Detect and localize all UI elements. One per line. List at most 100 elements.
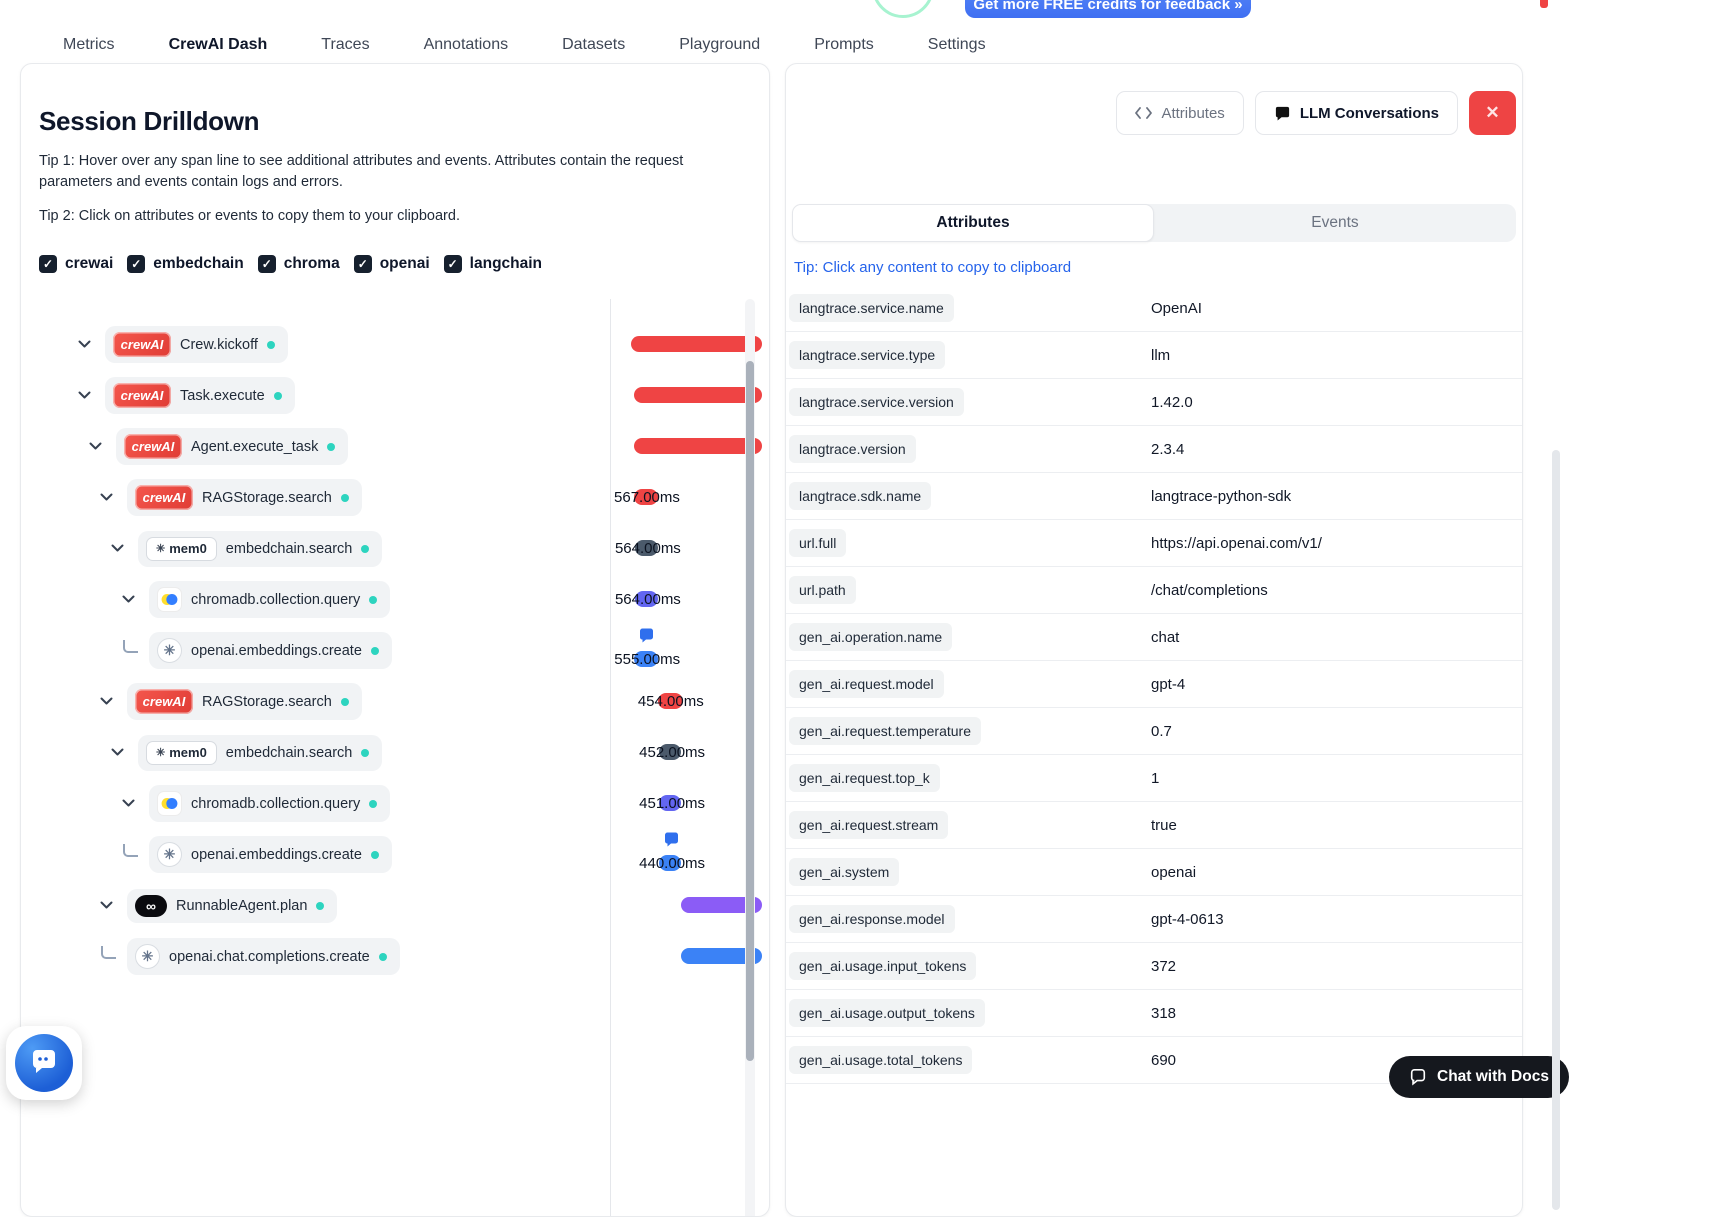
chevron-down-icon[interactable]: [78, 391, 92, 401]
attribute-value[interactable]: openai: [1151, 863, 1197, 881]
tab-settings[interactable]: Settings: [912, 36, 1002, 69]
tab-playground[interactable]: Playground: [663, 36, 776, 69]
attribute-key[interactable]: gen_ai.usage.input_tokens: [789, 952, 977, 980]
attribute-value[interactable]: 0.7: [1151, 722, 1172, 740]
filter-langchain[interactable]: ✓ langchain: [443, 255, 542, 274]
attribute-row-langtrace-sdk-name[interactable]: langtrace.sdk.name langtrace-python-sdk: [786, 473, 1522, 520]
attribute-row-gen-ai-usage-total-tokens[interactable]: gen_ai.usage.total_tokens 690: [786, 1037, 1522, 1084]
attribute-value[interactable]: gpt-4: [1151, 675, 1186, 693]
details-tab-events[interactable]: Events: [1154, 204, 1516, 242]
checkbox-checked-icon[interactable]: ✓: [39, 255, 57, 274]
span-duration-bar[interactable]: [634, 651, 658, 668]
attribute-row-url-path[interactable]: url.path/chat/completions: [786, 567, 1522, 614]
llm-conversations-button[interactable]: LLM Conversations: [1254, 91, 1458, 135]
span-pill[interactable]: crewAI Crew.kickoff: [105, 326, 288, 364]
attribute-value[interactable]: 372: [1151, 957, 1177, 975]
attribute-value[interactable]: chat: [1151, 628, 1180, 646]
attribute-key[interactable]: url.full: [789, 529, 847, 557]
span-pill[interactable]: crewAI RAGStorage.search: [127, 479, 362, 517]
attribute-row-langtrace-version[interactable]: langtrace.version 2.3.4: [786, 426, 1522, 473]
chat-with-docs-button[interactable]: Chat with Docs: [1389, 1056, 1569, 1098]
span-pill[interactable]: ✳ mem0 embedchain.search: [138, 530, 383, 567]
span-duration-bar[interactable]: [633, 387, 762, 404]
attribute-value[interactable]: llm: [1151, 346, 1171, 364]
span-row-chromadb-collection-query[interactable]: chromadb.collection.query 564.00ms: [21, 576, 769, 623]
attribute-key[interactable]: langtrace.sdk.name: [789, 482, 932, 510]
span-pill[interactable]: ✳ openai.embeddings.create: [149, 836, 392, 874]
span-pill[interactable]: ✳ openai.chat.completions.create: [127, 938, 400, 976]
span-pill[interactable]: crewAI Task.execute: [105, 377, 295, 415]
attribute-key[interactable]: url.path: [789, 576, 856, 604]
span-row-chromadb-collection-query[interactable]: chromadb.collection.query 451.00ms: [21, 780, 769, 827]
filter-chroma[interactable]: ✓ chroma: [257, 255, 340, 274]
attribute-row-gen-ai-request-top-k[interactable]: gen_ai.request.top_k 1: [786, 755, 1522, 802]
span-row-runnableagent-plan[interactable]: ∞ RunnableAgent.plan: [21, 882, 769, 929]
attribute-value[interactable]: 690: [1151, 1051, 1177, 1069]
span-pill[interactable]: chromadb.collection.query: [149, 785, 391, 823]
span-row-embedchain-search[interactable]: ✳ mem0 embedchain.search 452.00ms: [21, 729, 769, 776]
chevron-down-icon[interactable]: [89, 442, 103, 452]
attribute-row-gen-ai-request-temperature[interactable]: gen_ai.request.temperature 0.7: [786, 708, 1522, 755]
attribute-key[interactable]: gen_ai.request.stream: [789, 811, 949, 839]
attribute-key[interactable]: langtrace.version: [789, 435, 916, 463]
tab-datasets[interactable]: Datasets: [546, 36, 641, 69]
span-pill[interactable]: ✳ mem0 embedchain.search: [138, 734, 383, 771]
attribute-row-langtrace-service-version[interactable]: langtrace.service.version 1.42.0: [786, 379, 1522, 426]
attribute-row-langtrace-service-type[interactable]: langtrace.service.type llm: [786, 332, 1522, 379]
attribute-row-gen-ai-usage-output-tokens[interactable]: gen_ai.usage.output_tokens 318: [786, 990, 1522, 1037]
copy-tip-link[interactable]: Tip: Click any content to copy to clipbo…: [794, 259, 1072, 276]
span-row-openai-embeddings-create[interactable]: ✳ openai.embeddings.create 440.00ms: [21, 831, 769, 878]
avatar[interactable]: [872, 0, 934, 18]
checkbox-checked-icon[interactable]: ✓: [127, 255, 146, 274]
span-row-ragstorage-search[interactable]: crewAI RAGStorage.search 567.00ms: [21, 474, 769, 521]
attribute-row-url-full[interactable]: url.full https://api.openai.com/v1/: [786, 520, 1522, 567]
span-row-openai-embeddings-create[interactable]: ✳ openai.embeddings.create 555.00ms: [21, 627, 769, 674]
span-duration-bar[interactable]: [634, 489, 658, 506]
attribute-key[interactable]: gen_ai.request.temperature: [789, 717, 981, 745]
span-pill[interactable]: crewAI Agent.execute_task: [116, 428, 349, 466]
span-duration-bar[interactable]: [659, 744, 682, 761]
span-pill[interactable]: ✳ openai.embeddings.create: [149, 632, 392, 670]
chevron-down-icon[interactable]: [100, 493, 114, 503]
attribute-value[interactable]: https://api.openai.com/v1/: [1151, 534, 1322, 552]
filter-crewai[interactable]: ✓ crewai: [39, 255, 113, 274]
span-pill[interactable]: chromadb.collection.query: [149, 581, 391, 619]
attribute-value[interactable]: gpt-4-0613: [1151, 910, 1224, 928]
attribute-value[interactable]: /chat/completions: [1151, 581, 1268, 599]
attribute-key[interactable]: gen_ai.request.model: [789, 670, 944, 698]
chevron-down-icon[interactable]: [111, 544, 125, 554]
close-button[interactable]: ✕: [1469, 91, 1516, 135]
span-duration-bar[interactable]: [634, 591, 658, 608]
tree-scrollbar[interactable]: [745, 299, 755, 1216]
attribute-key[interactable]: langtrace.service.type: [789, 341, 946, 369]
credits-button[interactable]: Get more FREE credits for feedback »: [965, 0, 1251, 18]
tab-metrics[interactable]: Metrics: [47, 36, 131, 69]
filter-openai[interactable]: ✓ openai: [353, 255, 430, 274]
attribute-row-gen-ai-usage-input-tokens[interactable]: gen_ai.usage.input_tokens 372: [786, 943, 1522, 990]
attribute-key[interactable]: gen_ai.usage.output_tokens: [789, 999, 985, 1027]
chevron-down-icon[interactable]: [78, 340, 92, 350]
span-duration-bar[interactable]: [631, 336, 762, 353]
attribute-row-gen-ai-system[interactable]: gen_ai.system openai: [786, 849, 1522, 896]
span-row-crew-kickoff[interactable]: crewAI Crew.kickoff: [21, 321, 769, 368]
attribute-row-gen-ai-request-model[interactable]: gen_ai.request.model gpt-4: [786, 661, 1522, 708]
attributes-button[interactable]: Attributes: [1116, 91, 1244, 135]
span-duration-bar[interactable]: [659, 795, 682, 812]
attribute-value[interactable]: 2.3.4: [1151, 440, 1185, 458]
attribute-row-gen-ai-request-stream[interactable]: gen_ai.request.stream true: [786, 802, 1522, 849]
details-tab-attributes[interactable]: Attributes: [792, 204, 1154, 242]
chevron-down-icon[interactable]: [122, 799, 136, 809]
span-duration-bar[interactable]: [681, 948, 762, 965]
tab-prompts[interactable]: Prompts: [798, 36, 890, 69]
chevron-down-icon[interactable]: [100, 697, 114, 707]
chevron-down-icon[interactable]: [111, 748, 125, 758]
span-pill[interactable]: crewAI RAGStorage.search: [127, 683, 362, 721]
attribute-value[interactable]: 1: [1151, 769, 1160, 787]
span-duration-bar[interactable]: [681, 897, 762, 914]
attribute-key[interactable]: gen_ai.operation.name: [789, 623, 953, 651]
attribute-row-gen-ai-response-model[interactable]: gen_ai.response.model gpt-4-0613: [786, 896, 1522, 943]
chat-widget-launcher[interactable]: [6, 1026, 82, 1100]
attribute-key[interactable]: langtrace.service.name: [789, 294, 954, 322]
attribute-value[interactable]: 1.42.0: [1151, 393, 1193, 411]
span-duration-bar[interactable]: [657, 693, 683, 710]
